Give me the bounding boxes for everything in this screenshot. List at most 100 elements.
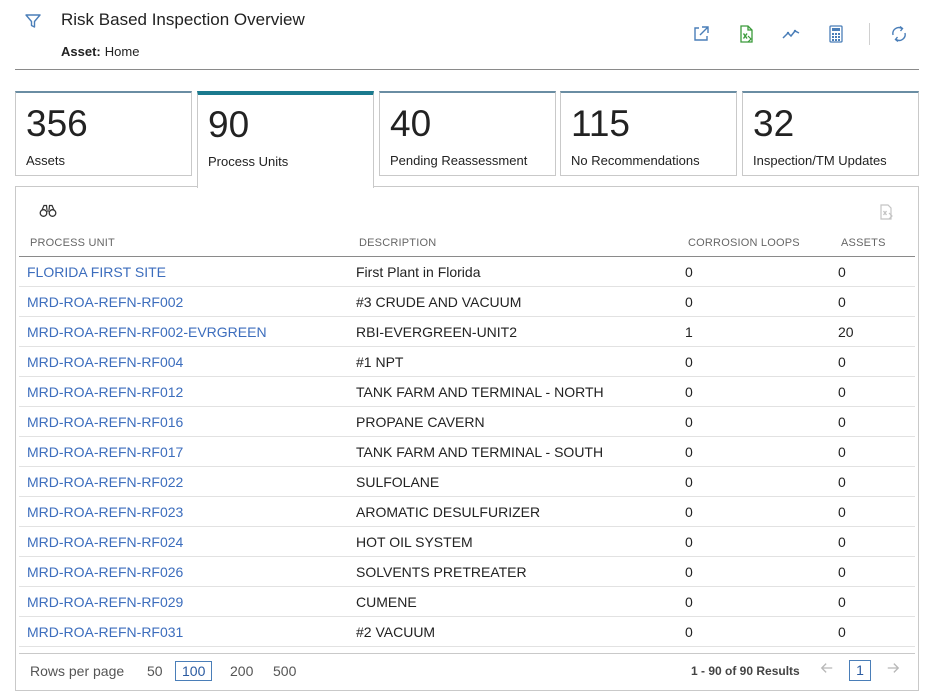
table-row[interactable]: MRD-ROA-REFN-RF004 #1 NPT 0 0: [19, 347, 915, 377]
description-cell: PROPANE CAVERN: [356, 414, 485, 430]
kpi-label: Assets: [26, 153, 66, 168]
table-row[interactable]: MRD-ROA-REFN-RF031 #2 VACUUM 0 0: [19, 617, 915, 647]
kpi-label: Process Units: [208, 154, 289, 169]
rows-per-page-500[interactable]: 500: [273, 663, 297, 679]
page-title: Risk Based Inspection Overview: [61, 10, 305, 29]
kpi-tile-process-units[interactable]: 90 Process Units: [197, 91, 374, 188]
asset-value: Home: [104, 44, 140, 59]
corrosion-loops-cell: 0: [685, 504, 693, 520]
table-row[interactable]: MRD-ROA-REFN-RF017 TANK FARM AND TERMINAL…: [19, 437, 915, 467]
refresh-icon[interactable]: [889, 24, 909, 44]
process-unit-link[interactable]: MRD-ROA-REFN-RF016: [27, 414, 184, 430]
process-unit-link[interactable]: MRD-ROA-REFN-RF022: [27, 474, 184, 490]
kpi-tile-no-recommendations[interactable]: 115 No Recommendations: [560, 91, 737, 176]
corrosion-loops-cell: 1: [685, 324, 693, 340]
kpi-tile-pending-reassessment[interactable]: 40 Pending Reassessment: [379, 91, 556, 176]
table-row[interactable]: MRD-ROA-REFN-RF024 HOT OIL SYSTEM 0 0: [19, 527, 915, 557]
description-cell: SULFOLANE: [356, 474, 440, 490]
corrosion-loops-cell: 0: [685, 594, 693, 610]
current-page-input[interactable]: 1: [849, 660, 871, 681]
corrosion-loops-cell: 0: [685, 354, 693, 370]
description-cell: #1 NPT: [356, 354, 404, 370]
description-cell: RBI-EVERGREEN-UNIT2: [356, 324, 518, 340]
process-unit-link[interactable]: MRD-ROA-REFN-RF012: [27, 384, 184, 400]
corrosion-loops-cell: 0: [685, 264, 693, 280]
rows-per-page-200[interactable]: 200: [230, 663, 254, 679]
assets-cell: 0: [838, 354, 846, 370]
table-header: PROCESS UNIT DESCRIPTION CORROSION LOOPS…: [19, 235, 915, 257]
kpi-value: 115: [571, 103, 630, 144]
corrosion-loops-cell: 0: [685, 444, 693, 460]
rows-per-page-100[interactable]: 100: [175, 661, 213, 681]
kpi-label: Pending Reassessment: [390, 153, 528, 168]
process-unit-link[interactable]: MRD-ROA-REFN-RF017: [27, 444, 184, 460]
filter-icon[interactable]: [24, 12, 42, 30]
description-cell: #3 CRUDE AND VACUUM: [356, 294, 522, 310]
assets-cell: 0: [838, 414, 846, 430]
kpi-tile-inspection-tm-updates[interactable]: 32 Inspection/TM Updates: [742, 91, 919, 176]
process-unit-link[interactable]: MRD-ROA-REFN-RF024: [27, 534, 184, 550]
column-header-corrosion-loops[interactable]: CORROSION LOOPS: [688, 237, 800, 249]
description-cell: AROMATIC DESULFURIZER: [356, 504, 541, 520]
assets-cell: 0: [838, 624, 846, 640]
assets-cell: 0: [838, 384, 846, 400]
process-unit-link[interactable]: MRD-ROA-REFN-RF031: [27, 624, 184, 640]
kpi-value: 40: [390, 103, 432, 144]
rows-per-page-label: Rows per page: [30, 663, 125, 679]
process-unit-link[interactable]: MRD-ROA-REFN-RF004: [27, 354, 184, 370]
column-header-assets[interactable]: ASSETS: [841, 237, 886, 249]
table-row[interactable]: MRD-ROA-REFN-RF002 #3 CRUDE AND VACUUM 0 0: [19, 287, 915, 317]
table-row[interactable]: MRD-ROA-REFN-RF012 TANK FARM AND TERMINAL…: [19, 377, 915, 407]
process-unit-link[interactable]: MRD-ROA-REFN-RF002-EVRGREEN: [27, 324, 267, 340]
assets-cell: 0: [838, 594, 846, 610]
description-cell: #2 VACUUM: [356, 624, 436, 640]
process-unit-link[interactable]: MRD-ROA-REFN-RF002: [27, 294, 184, 310]
description-cell: TANK FARM AND TERMINAL - SOUTH: [356, 444, 604, 460]
assets-cell: 0: [838, 294, 846, 310]
asset-context: Asset: Home: [61, 44, 139, 59]
assets-cell: 0: [838, 504, 846, 520]
corrosion-loops-cell: 0: [685, 294, 693, 310]
table-row[interactable]: MRD-ROA-REFN-RF016 PROPANE CAVERN 0 0: [19, 407, 915, 437]
assets-cell: 0: [838, 444, 846, 460]
assets-cell: 0: [838, 564, 846, 580]
calculator-icon[interactable]: [826, 24, 846, 44]
column-header-process-unit[interactable]: PROCESS UNIT: [30, 237, 115, 249]
description-cell: TANK FARM AND TERMINAL - NORTH: [356, 384, 604, 400]
rows-per-page-50[interactable]: 50: [147, 663, 163, 679]
corrosion-loops-cell: 0: [685, 474, 693, 490]
process-unit-link[interactable]: FLORIDA FIRST SITE: [27, 264, 166, 280]
binoculars-icon[interactable]: [39, 204, 57, 218]
process-unit-link[interactable]: MRD-ROA-REFN-RF023: [27, 504, 184, 520]
kpi-value: 90: [208, 104, 250, 145]
description-cell: First Plant in Florida: [356, 264, 481, 280]
assets-cell: 0: [838, 534, 846, 550]
table-row[interactable]: MRD-ROA-REFN-RF029 CUMENE 0 0: [19, 587, 915, 617]
process-unit-link[interactable]: MRD-ROA-REFN-RF026: [27, 564, 184, 580]
next-page-icon[interactable]: [886, 661, 900, 680]
corrosion-loops-cell: 0: [685, 534, 693, 550]
results-count: 1 - 90 of 90 Results: [691, 664, 800, 678]
kpi-tile-assets[interactable]: 356 Assets: [15, 91, 192, 176]
previous-page-icon[interactable]: [820, 661, 834, 680]
export-disabled-icon[interactable]: [878, 203, 896, 221]
process-unit-link[interactable]: MRD-ROA-REFN-RF029: [27, 594, 184, 610]
table-row[interactable]: MRD-ROA-REFN-RF023 AROMATIC DESULFURIZER 0…: [19, 497, 915, 527]
table-body: FLORIDA FIRST SITE First Plant in Florida…: [19, 257, 915, 647]
kpi-value: 32: [753, 103, 795, 144]
open-external-icon[interactable]: [691, 24, 711, 44]
trend-chart-icon[interactable]: [781, 24, 801, 44]
asset-label: Asset:: [61, 44, 101, 59]
table-row[interactable]: MRD-ROA-REFN-RF026 SOLVENTS PRETREATER 0 0: [19, 557, 915, 587]
column-header-description[interactable]: DESCRIPTION: [359, 237, 437, 249]
kpi-label: No Recommendations: [571, 153, 700, 168]
kpi-label: Inspection/TM Updates: [753, 153, 887, 168]
table-row[interactable]: MRD-ROA-REFN-RF022 SULFOLANE 0 0: [19, 467, 915, 497]
assets-cell: 20: [838, 324, 854, 340]
table-row[interactable]: MRD-ROA-REFN-RF002-EVRGREEN RBI-EVERGREEN…: [19, 317, 915, 347]
export-excel-icon[interactable]: [736, 24, 756, 44]
description-cell: CUMENE: [356, 594, 417, 610]
assets-cell: 0: [838, 474, 846, 490]
table-footer: Rows per page 50 100 200 500 1 - 90 of 9…: [19, 653, 915, 688]
table-row[interactable]: FLORIDA FIRST SITE First Plant in Florida…: [19, 257, 915, 287]
